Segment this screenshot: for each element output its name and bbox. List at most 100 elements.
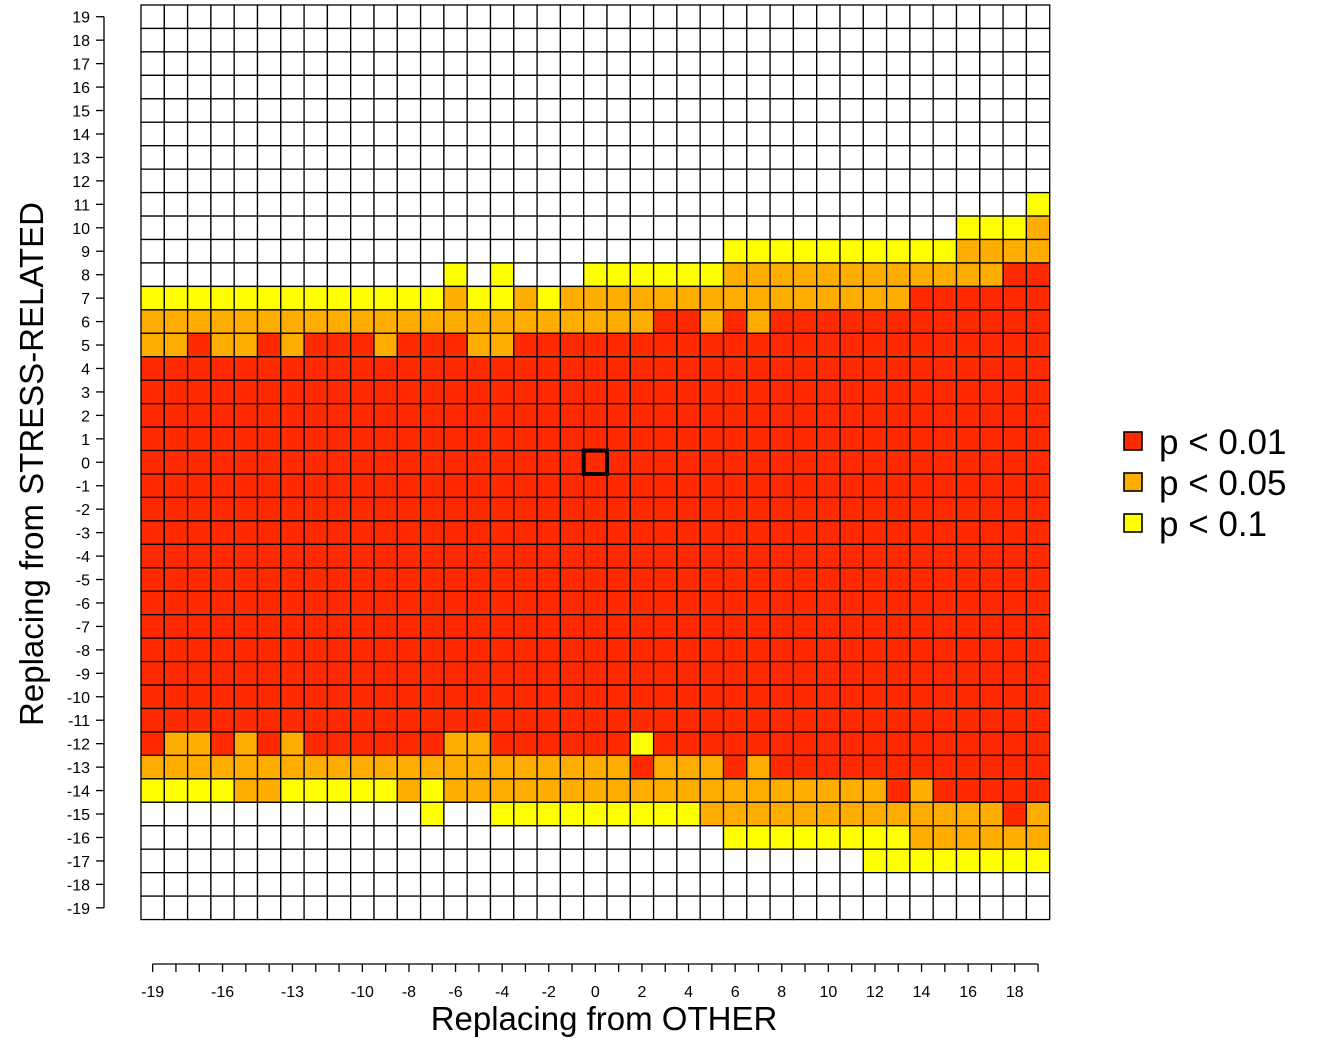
heatmap-cell (1002, 614, 1028, 639)
heatmap-cell (979, 684, 1004, 710)
heatmap-cell (559, 215, 585, 241)
heatmap-cell (280, 567, 305, 592)
heatmap-cell (489, 614, 515, 639)
heatmap-cell (489, 27, 515, 53)
heatmap-cell (303, 590, 329, 616)
heatmap-cell (652, 27, 678, 53)
heatmap-cell (466, 614, 492, 639)
heatmap-cell (979, 707, 1004, 733)
heatmap-cell (536, 51, 562, 77)
heatmap-cell (536, 262, 562, 288)
heatmap-cell (816, 145, 841, 170)
heatmap-cell (1025, 121, 1051, 147)
heatmap-cell (652, 309, 678, 334)
heatmap-cell (513, 402, 538, 428)
heatmap-cell (140, 754, 165, 780)
heatmap-cell (932, 731, 958, 757)
heatmap-cell (210, 215, 235, 241)
heatmap-cell (699, 684, 725, 710)
heatmap-cell (489, 332, 515, 358)
heatmap-cell (583, 262, 608, 288)
heatmap-cell (769, 145, 795, 170)
heatmap-cell (186, 473, 212, 499)
heatmap-cell (769, 285, 795, 311)
heatmap-cell (583, 660, 608, 686)
heatmap-cell (419, 356, 445, 381)
heatmap-cell (909, 801, 934, 827)
heatmap-cell (256, 4, 282, 30)
heatmap-cell (280, 543, 305, 569)
heatmap-cell (955, 426, 981, 452)
heatmap-cell (606, 4, 631, 30)
heatmap-cell (186, 145, 212, 170)
heatmap-cell (326, 332, 352, 358)
heatmap-cell (536, 145, 562, 170)
heatmap-cell (862, 262, 888, 288)
heatmap-cell (396, 684, 422, 710)
heatmap-cell (722, 543, 748, 569)
heatmap-cell (629, 449, 655, 475)
heatmap-cell (350, 262, 375, 288)
heatmap-cell (280, 520, 305, 546)
heatmap-cell (583, 449, 608, 475)
heatmap-cell (652, 262, 678, 288)
heatmap-cell (909, 356, 934, 381)
heatmap-cell (769, 332, 795, 358)
heatmap-cell (233, 74, 259, 100)
heatmap-cell (629, 4, 655, 30)
heatmap-cell (210, 191, 235, 217)
heatmap-cell (839, 496, 864, 522)
y-tick-label: 6 (81, 315, 90, 332)
heatmap-cell (513, 825, 538, 850)
heatmap-cell (419, 637, 445, 663)
heatmap-cell (629, 285, 655, 311)
heatmap-cell (862, 379, 888, 405)
heatmap-cell (326, 637, 352, 663)
heatmap-cell (163, 754, 189, 780)
heatmap-cell (955, 215, 981, 241)
heatmap-cell (1002, 895, 1028, 921)
heatmap-cell (466, 238, 492, 264)
heatmap-cell (466, 801, 492, 827)
legend-label: p < 0.1 (1159, 505, 1267, 544)
heatmap-cell (1002, 332, 1028, 358)
heatmap-cell (979, 98, 1004, 123)
heatmap-cell (326, 356, 352, 381)
heatmap-cell (489, 285, 515, 311)
heatmap-cell (909, 473, 934, 499)
heatmap-cell (909, 637, 934, 663)
heatmap-cell (979, 27, 1004, 53)
heatmap-cell (792, 51, 818, 77)
heatmap-cell (722, 684, 748, 710)
heatmap-cell (163, 262, 189, 288)
heatmap-cell (746, 778, 771, 803)
heatmap-cell (350, 145, 375, 170)
heatmap-cell (350, 27, 375, 53)
heatmap-cell (583, 754, 608, 780)
heatmap-cell (466, 660, 492, 686)
heatmap-cell (606, 660, 631, 686)
heatmap-cell (303, 379, 329, 405)
heatmap-cell (699, 51, 725, 77)
heatmap-cell (536, 660, 562, 686)
heatmap-cell (489, 684, 515, 710)
heatmap-cell (862, 754, 888, 780)
heatmap-cell (303, 51, 329, 77)
heatmap-cell (373, 191, 398, 217)
heatmap-cell (652, 778, 678, 803)
heatmap-cell (140, 285, 165, 311)
heatmap-cell (932, 801, 958, 827)
heatmap-cell (513, 168, 538, 194)
heatmap-cell (676, 379, 701, 405)
heatmap-cell (303, 402, 329, 428)
heatmap-cell (1002, 520, 1028, 546)
y-tick-label: 11 (73, 197, 90, 214)
heatmap-cell (769, 590, 795, 616)
heatmap-cell (443, 872, 468, 897)
heatmap-cell (443, 660, 468, 686)
heatmap-cell (699, 614, 725, 639)
heatmap-cell (652, 496, 678, 522)
heatmap-cell (839, 449, 864, 475)
heatmap-cell (210, 51, 235, 77)
